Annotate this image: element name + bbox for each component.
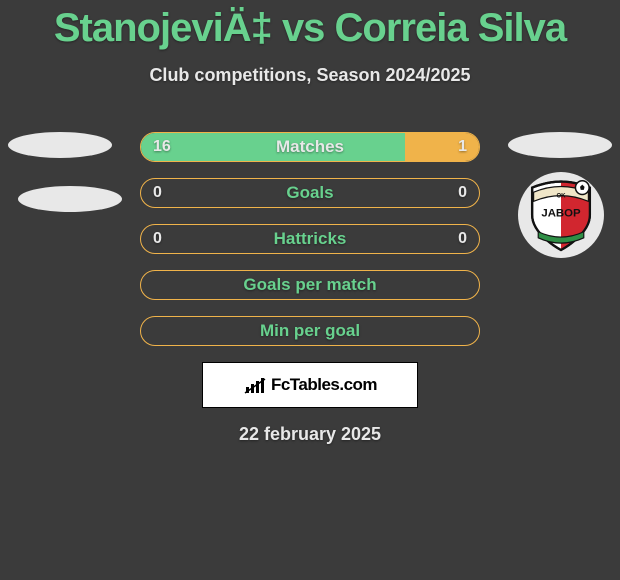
page-title: StanojeviÄ‡ vs Correia Silva xyxy=(0,0,620,51)
stat-label: Matches xyxy=(141,137,479,157)
date-text: 22 february 2025 xyxy=(0,424,620,445)
stat-row-min-per-goal: Min per goal xyxy=(140,316,480,346)
value-right: 0 xyxy=(458,184,467,202)
stat-row-goals: 0Goals0 xyxy=(140,178,480,208)
stat-label: Min per goal xyxy=(141,321,479,341)
club-badge-icon: OK JABOP xyxy=(523,177,599,253)
brand-text: FcTables.com xyxy=(271,375,377,395)
club-badge: OK JABOP xyxy=(518,172,604,258)
svg-text:OK: OK xyxy=(556,193,566,200)
stat-row-matches: 16Matches1 xyxy=(140,132,480,162)
svg-text:JABOP: JABOP xyxy=(541,208,581,220)
bars-container: 16Matches10Goals00Hattricks0Goals per ma… xyxy=(140,132,480,346)
value-right: 1 xyxy=(458,138,467,156)
brand-box: FcTables.com xyxy=(202,362,418,408)
comparison-stage: OK JABOP 16Matches10Goals00Hattricks0Goa… xyxy=(0,132,620,445)
stat-row-hattricks: 0Hattricks0 xyxy=(140,224,480,254)
right-player-oval xyxy=(508,132,612,158)
bar-chart-icon xyxy=(243,375,267,395)
left-player-oval-1 xyxy=(8,132,112,158)
stat-label: Hattricks xyxy=(141,229,479,249)
left-player-oval-2 xyxy=(18,186,122,212)
stat-row-goals-per-match: Goals per match xyxy=(140,270,480,300)
subtitle: Club competitions, Season 2024/2025 xyxy=(0,65,620,86)
stat-label: Goals per match xyxy=(141,275,479,295)
stat-label: Goals xyxy=(141,183,479,203)
value-right: 0 xyxy=(458,230,467,248)
